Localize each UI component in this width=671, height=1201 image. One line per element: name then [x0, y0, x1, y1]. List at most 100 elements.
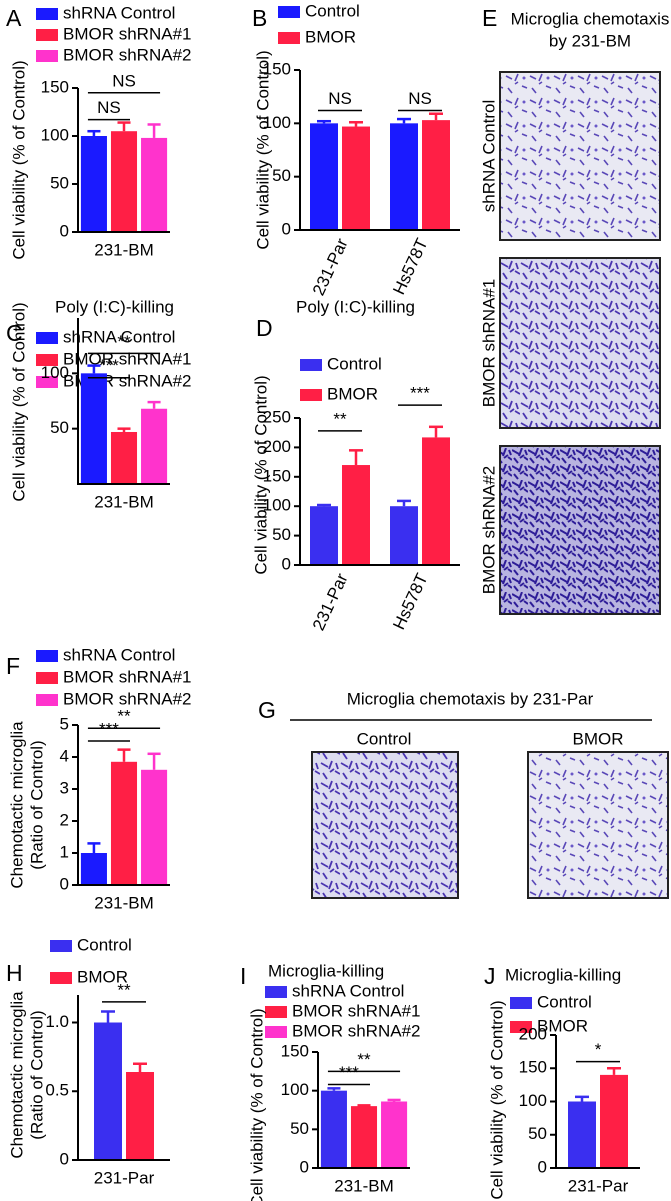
y-tick-label: 50	[50, 173, 69, 192]
y-tick-label: 5	[60, 714, 69, 733]
panel-letter: D	[256, 315, 273, 341]
y-tick-label: 50	[272, 166, 291, 185]
legend-swatch	[300, 389, 322, 401]
panel-letter: I	[240, 963, 246, 989]
legend-label: BMOR shRNA#2	[63, 45, 191, 64]
legend-label: Control	[305, 1, 360, 20]
image-label: BMOR	[573, 729, 624, 748]
x-tick-label: 231-BM	[94, 492, 154, 511]
significance-label: **	[357, 1050, 371, 1069]
significance-label: NS	[97, 98, 121, 117]
bar	[310, 123, 338, 230]
bar	[600, 1074, 628, 1168]
y-axis-label: Cell viability (% of Control)	[487, 1000, 506, 1199]
legend-label: shRNA Control	[63, 645, 175, 664]
image-label: BMOR shRNA#2	[479, 466, 498, 594]
x-tick-label: 231-BM	[94, 893, 154, 912]
significance-label: **	[117, 707, 131, 726]
significance-label: **	[117, 332, 131, 351]
legend-swatch	[278, 6, 300, 18]
legend-swatch	[36, 29, 58, 41]
bar	[94, 1022, 122, 1160]
panel-letter: J	[484, 963, 496, 989]
legend-label: BMOR	[537, 1016, 588, 1035]
y-axis-label: (Ratio of Control)	[27, 740, 46, 869]
significance-label: ***	[99, 356, 119, 375]
bar	[568, 1101, 596, 1168]
y-axis-label: Chemotactic microglia	[7, 721, 26, 889]
x-tick-label: 231-Par	[309, 570, 352, 633]
legend-label: BMOR shRNA#2	[63, 689, 191, 708]
y-tick-label: 1.0	[45, 1012, 69, 1031]
legend-label: shRNA Control	[292, 981, 404, 1000]
y-tick-label: 0	[60, 1149, 69, 1168]
legend-label: BMOR shRNA#2	[292, 1021, 420, 1040]
legend-swatch	[300, 359, 322, 371]
y-tick-label: 100	[281, 1080, 309, 1099]
significance-label: ***	[410, 384, 430, 403]
panel-title: by 231-BM	[549, 31, 631, 50]
legend-label: BMOR shRNA#1	[63, 349, 191, 368]
y-tick-label: 50	[528, 1124, 547, 1143]
legend-swatch	[36, 50, 58, 62]
legend-label: BMOR	[327, 384, 378, 403]
y-axis-label: Cell viability (% of Control)	[9, 60, 28, 259]
significance-label: NS	[328, 89, 352, 108]
micrograph	[499, 71, 661, 241]
chart-title: Poly (I:C)-killing	[296, 297, 415, 316]
y-tick-label: 0	[538, 1157, 547, 1176]
legend-label: Control	[77, 935, 132, 954]
legend-swatch	[36, 650, 58, 662]
y-tick-label: 0.5	[45, 1081, 69, 1100]
y-tick-label: 0	[300, 1157, 309, 1176]
image-label: Control	[357, 729, 412, 748]
micrograph	[499, 257, 661, 429]
panel-letter: H	[6, 960, 23, 986]
significance-label: **	[117, 980, 131, 999]
significance-label: NS	[408, 89, 432, 108]
x-tick-label: Hs578T	[389, 236, 431, 298]
significance-label: NS	[112, 71, 136, 90]
legend-label: shRNA Control	[63, 327, 175, 346]
y-axis-label: Cell viability (% of Control)	[247, 1008, 266, 1201]
x-tick-label: 231-Par	[568, 1176, 629, 1195]
bar	[141, 769, 168, 885]
bar	[320, 1090, 347, 1168]
legend-swatch	[510, 1021, 532, 1033]
bar	[350, 1106, 378, 1168]
legend-label: Control	[537, 992, 592, 1011]
x-tick-label: Hs578T	[389, 571, 431, 633]
y-tick-label: 150	[263, 466, 291, 485]
micrograph	[499, 445, 661, 615]
legend-swatch	[265, 1026, 287, 1038]
panel-letter: C	[6, 320, 23, 346]
micrograph	[527, 751, 669, 899]
y-tick-label: 0	[282, 554, 291, 573]
bar	[422, 437, 450, 565]
legend-swatch	[36, 694, 58, 706]
legend-label: BMOR	[77, 967, 128, 986]
y-tick-label: 100	[41, 363, 69, 382]
bar	[310, 506, 338, 565]
legend-label: shRNA Control	[63, 3, 175, 22]
x-tick-label: 231-BM	[94, 240, 154, 259]
bar	[110, 131, 138, 232]
y-tick-label: 50	[290, 1119, 309, 1138]
chart-title: Microglia-killing	[268, 961, 384, 980]
significance-label: ***	[99, 719, 119, 738]
y-axis-label: Chemotactic microglia	[7, 991, 26, 1159]
y-tick-label: 200	[263, 437, 291, 456]
legend-swatch	[50, 972, 72, 984]
y-axis-label: Cell viability (% of Control)	[9, 302, 28, 501]
panel-letter: B	[252, 5, 267, 31]
panel-letter: A	[6, 5, 22, 31]
y-tick-label: 50	[50, 418, 69, 437]
y-tick-label: 4	[60, 746, 69, 765]
legend-swatch	[50, 940, 72, 952]
y-tick-label: 100	[263, 496, 291, 515]
y-tick-label: 100	[263, 113, 291, 132]
legend-label: Control	[327, 354, 382, 373]
x-tick-label: 231-Par	[94, 1168, 155, 1187]
y-tick-label: 100	[41, 125, 69, 144]
